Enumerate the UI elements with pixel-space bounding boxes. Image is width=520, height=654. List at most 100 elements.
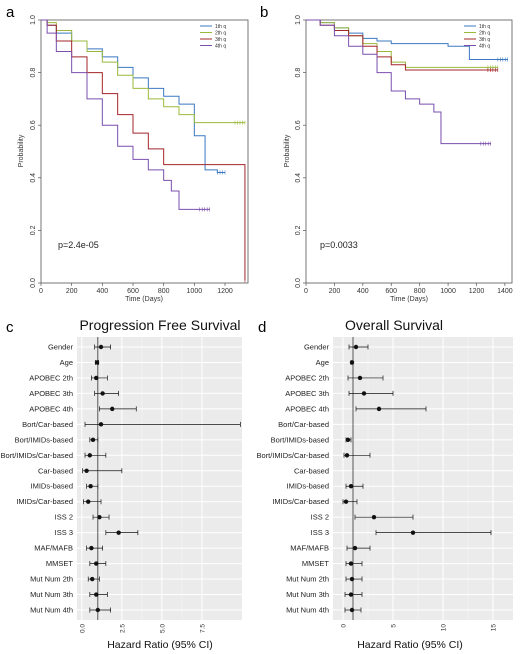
x-tick-label: 400: [96, 288, 108, 295]
x-axis-label-b: Time (Days): [390, 296, 428, 303]
x-tick-label: 200: [66, 288, 78, 295]
hazard-ratio-point: [371, 514, 377, 520]
category-label: IMIDs-based: [30, 482, 73, 491]
y-tick-label: 0.8: [30, 68, 37, 78]
hazard-ratio-point: [88, 484, 93, 489]
category-label: Car-based: [38, 466, 73, 475]
hazard-ratio-point: [348, 484, 354, 489]
category-label: Mut Num 2th: [286, 575, 329, 584]
hazard-ratio-point: [343, 499, 349, 504]
hazard-ratio-point: [90, 576, 95, 582]
legend-label: 4th q: [479, 43, 490, 49]
hazard-ratio-point: [361, 391, 367, 396]
category-label: IMIDs/Car-based: [272, 497, 329, 506]
category-label: Bort/IMIDs/Car-based: [256, 451, 329, 460]
hazard-ratio-point: [84, 468, 89, 473]
hazard-ratio-point: [98, 422, 104, 427]
category-label: Car-based: [294, 466, 329, 475]
x-tick-label: 1200: [469, 288, 485, 295]
hazard-ratio-point: [87, 453, 93, 458]
y-tick-label: 0.0: [295, 278, 302, 288]
category-label: MMSET: [302, 559, 330, 568]
x-tick-label: 600: [385, 288, 397, 295]
x-tick-label: 0: [39, 288, 43, 295]
km-curve-4: [306, 19, 491, 145]
hazard-ratio-point: [116, 530, 121, 535]
x-tick-label: 0: [304, 288, 308, 295]
x-tick-label: 1000: [440, 288, 456, 295]
category-label: APOBEC 4th: [29, 404, 73, 413]
category-label: APOBEC 3th: [285, 389, 329, 398]
hazard-ratio-point: [97, 514, 102, 520]
category-label: Age: [316, 358, 329, 367]
category-label: Mut Num 2th: [30, 575, 73, 584]
x-tick-label: 1400: [497, 288, 513, 295]
plot-frame-a: [40, 19, 249, 284]
category-label: Bort/IMIDs/Car-based: [0, 451, 73, 460]
y-tick-label: 0.0: [30, 278, 37, 288]
y-tick-label: 0.2: [30, 225, 37, 235]
category-label: Bort/IMIDs-based: [15, 435, 73, 444]
category-label: APOBEC 2th: [285, 373, 329, 382]
x-tick-label: 15: [491, 624, 498, 632]
legend-label: 3th q: [215, 37, 226, 43]
legend-label: 2th q: [479, 30, 490, 36]
x-axis-label-d: Hazard Ratio (95% CI): [357, 639, 463, 651]
category-label: Mut Num 4th: [286, 606, 329, 615]
x-tick-label: 5.0: [159, 624, 166, 633]
km-curve-3: [41, 19, 246, 281]
category-label: APOBEC 2th: [29, 373, 73, 382]
x-tick-label: 5: [391, 624, 398, 628]
hazard-ratio-point: [94, 375, 99, 381]
plot-background-c: [77, 337, 242, 620]
x-tick-label: 200: [329, 288, 341, 295]
plot-frame-b: [305, 19, 513, 284]
hazard-ratio-point: [95, 607, 101, 613]
x-tick-label: 1000: [187, 288, 203, 295]
panel-letter-c: c: [6, 319, 14, 336]
x-tick-label: 1200: [217, 288, 233, 295]
km-plot-b: 0 200 400 600 800 1000 1200 1400 0.0 0.2 0.4 0.6 0.8…: [284, 15, 513, 303]
category-label: Age: [60, 358, 73, 367]
hazard-ratio-point: [352, 545, 358, 551]
legend-label: 2th q: [215, 30, 226, 36]
km-curve-4: [41, 19, 210, 210]
x-axis-label-c: Hazard Ratio (95% CI): [107, 639, 213, 651]
y-axis-label-a: Probability: [18, 134, 25, 167]
hazard-ratio-point: [349, 360, 355, 365]
hazard-ratio-point: [349, 607, 355, 613]
forest-plot-c: Progression Free Survival Gender Age APOBE…: [0, 317, 242, 651]
y-tick-label: 0.6: [30, 120, 37, 130]
category-label: MMSET: [46, 559, 74, 568]
category-label: Gender: [48, 343, 74, 352]
hazard-ratio-point: [410, 530, 416, 535]
hazard-ratio-point: [110, 406, 115, 412]
category-label: Mut Num 3th: [30, 590, 73, 599]
hazard-ratio-point: [86, 499, 91, 504]
y-tick-label: 1.0: [30, 15, 37, 25]
legend-label: 1th q: [215, 24, 226, 30]
category-label: IMIDs/Car-based: [16, 497, 73, 506]
x-axis-label-a: Time (Days): [125, 296, 163, 303]
hazard-ratio-point: [100, 391, 105, 396]
km-curve-1: [306, 19, 508, 60]
hazard-ratio-point: [353, 344, 359, 350]
x-tick-label: 0: [341, 624, 348, 628]
y-tick-label: 0.4: [30, 173, 37, 183]
category-label: APOBEC 3th: [29, 389, 73, 398]
chart-title-d: Overall Survival: [345, 317, 443, 333]
category-label: Bort/Car-based: [278, 420, 329, 429]
forest-plot-d: Overall Survival Gender Age APOBEC 2th APOB…: [256, 317, 513, 651]
category-label: Mut Num 3th: [286, 590, 329, 599]
hazard-ratio-point: [89, 545, 94, 551]
legend-label: 4th q: [215, 43, 226, 49]
x-tick-label: 2.5: [119, 624, 126, 633]
plot-background-d: [333, 337, 513, 620]
km-curve-1: [41, 19, 225, 174]
hazard-ratio-point: [94, 561, 99, 566]
x-tick-label: 10: [441, 624, 448, 632]
hazard-ratio-point: [357, 375, 363, 381]
y-tick-label: 1.0: [295, 15, 302, 25]
panel-letter-b: b: [260, 4, 268, 21]
